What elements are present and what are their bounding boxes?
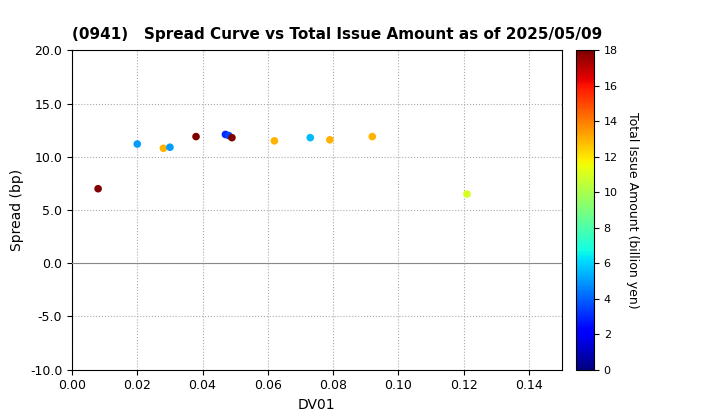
Point — [158, 145, 169, 152]
Point — [324, 136, 336, 143]
Point — [269, 137, 280, 144]
Y-axis label: Spread (bp): Spread (bp) — [10, 169, 24, 251]
Point — [164, 144, 176, 151]
Point — [366, 133, 378, 140]
Point — [190, 133, 202, 140]
Y-axis label: Total Issue Amount (billion yen): Total Issue Amount (billion yen) — [626, 112, 639, 308]
Point — [132, 141, 143, 147]
Point — [220, 131, 231, 138]
Point — [92, 185, 104, 192]
Text: (0941)   Spread Curve vs Total Issue Amount as of 2025/05/09: (0941) Spread Curve vs Total Issue Amoun… — [72, 27, 602, 42]
Point — [462, 191, 473, 197]
Point — [305, 134, 316, 141]
Point — [223, 132, 235, 139]
Point — [226, 134, 238, 141]
X-axis label: DV01: DV01 — [298, 398, 336, 412]
